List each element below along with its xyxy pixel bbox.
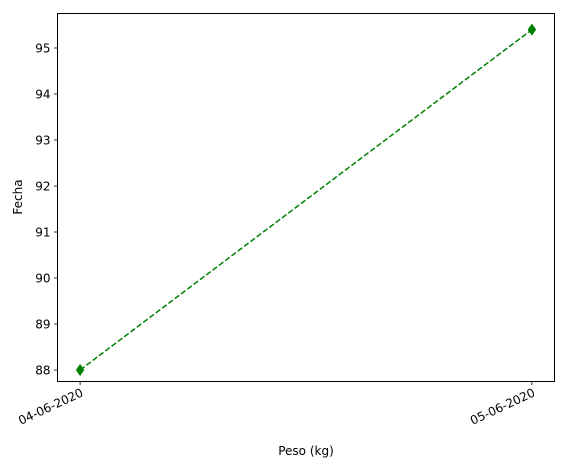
x-tick-label: 04-06-2020 — [16, 386, 85, 428]
y-tick-label: 90 — [35, 271, 50, 285]
series-line — [79, 29, 533, 371]
y-tick-label: 95 — [35, 41, 50, 55]
x-axis-ticks: 04-06-2020 05-06-2020 — [16, 381, 537, 428]
series-layer — [75, 23, 537, 377]
data-point-marker — [527, 23, 537, 36]
y-axis-title: Fecha — [11, 179, 25, 214]
x-axis-title: Peso (kg) — [278, 444, 334, 458]
y-axis-ticks: 88 89 90 91 92 93 94 95 — [35, 41, 58, 377]
y-tick-label: 92 — [35, 179, 50, 193]
y-tick-label: 89 — [35, 317, 50, 331]
data-point-marker — [75, 363, 85, 377]
plot-frame — [57, 13, 555, 382]
y-tick-label: 93 — [35, 133, 50, 147]
y-tick-label: 94 — [35, 87, 50, 101]
y-tick-label: 88 — [35, 363, 50, 377]
x-tick-label: 05-06-2020 — [468, 386, 537, 428]
y-tick-label: 91 — [35, 225, 50, 239]
